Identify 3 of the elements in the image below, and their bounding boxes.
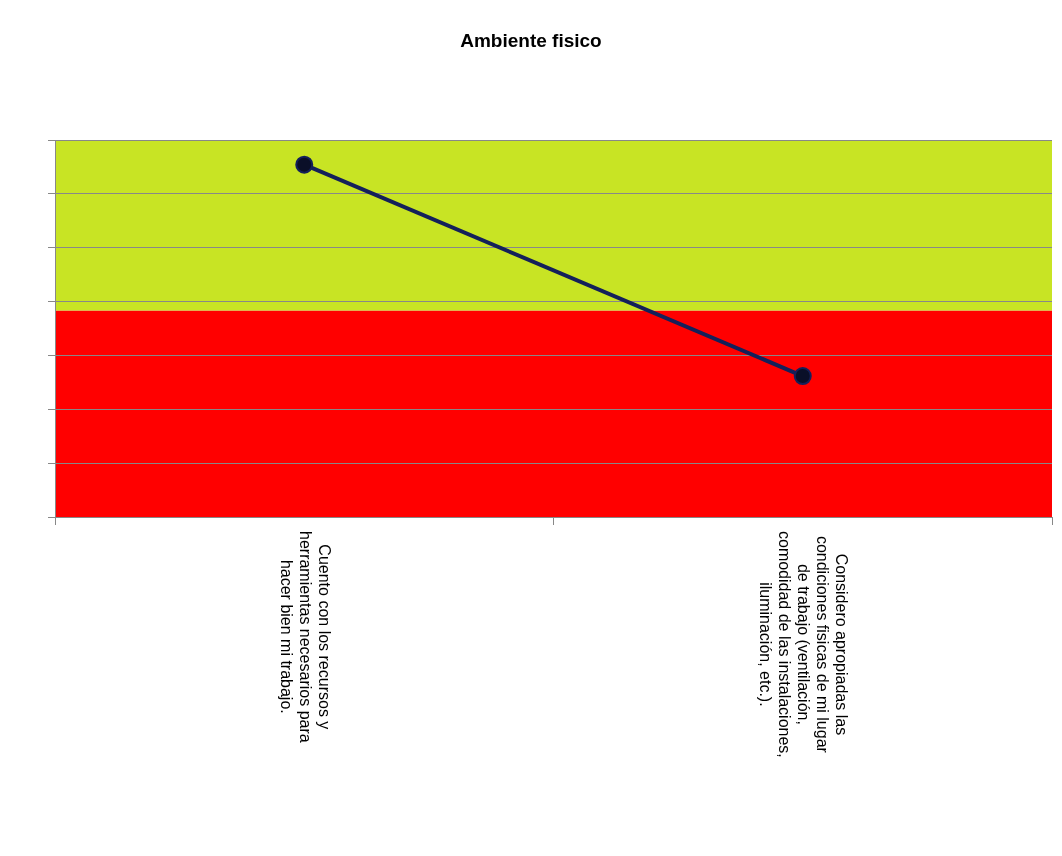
chart-title: Ambiente fisico (459, 30, 603, 52)
x-tick-label: Considero apropiadas las condiciones fisicas de mi lugar de trabajo (ventilación, comodidad de las instalaciones, iluminación, etc.). (757, 531, 851, 758)
x-tick-label: Cuento con los recursos y herramientas necesarios para hacer bien mi trabajo. (277, 531, 333, 743)
